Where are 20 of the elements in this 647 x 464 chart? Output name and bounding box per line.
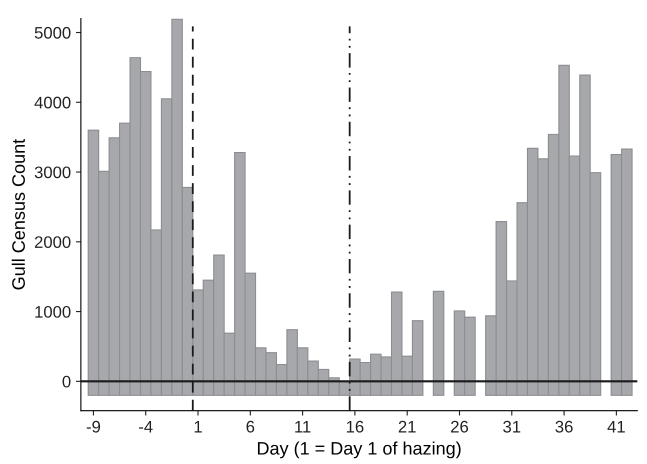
y-tick-label: 5000 — [34, 26, 71, 39]
x-tick-label: -4 — [139, 420, 153, 432]
x-tick-label: 16 — [346, 420, 364, 433]
y-tick-label: 3000 — [34, 166, 71, 178]
x-tick-label: 41 — [607, 420, 625, 432]
y-tick-label: 1000 — [35, 306, 71, 318]
x-tick-label: -9 — [86, 420, 100, 433]
x-tick-label: 11 — [295, 420, 310, 432]
x-tick-label: 36 — [555, 420, 573, 433]
x-tick-label: 31 — [503, 420, 520, 433]
y-tick-label: 2000 — [34, 236, 71, 248]
x-tick-label: 26 — [451, 420, 468, 433]
bar — [432, 290, 444, 396]
x-tick-label: 1 — [194, 420, 202, 432]
y-tick-label: 4000 — [34, 96, 71, 108]
x-axis-title: Day (1 = Day 1 of hazing) — [258, 441, 461, 458]
x-tick-label: 6 — [246, 420, 254, 433]
y-tick-label: 0 — [62, 376, 70, 388]
y-axis-title: Gull Census Count — [12, 138, 25, 290]
x-tick-label: 21 — [398, 420, 416, 432]
